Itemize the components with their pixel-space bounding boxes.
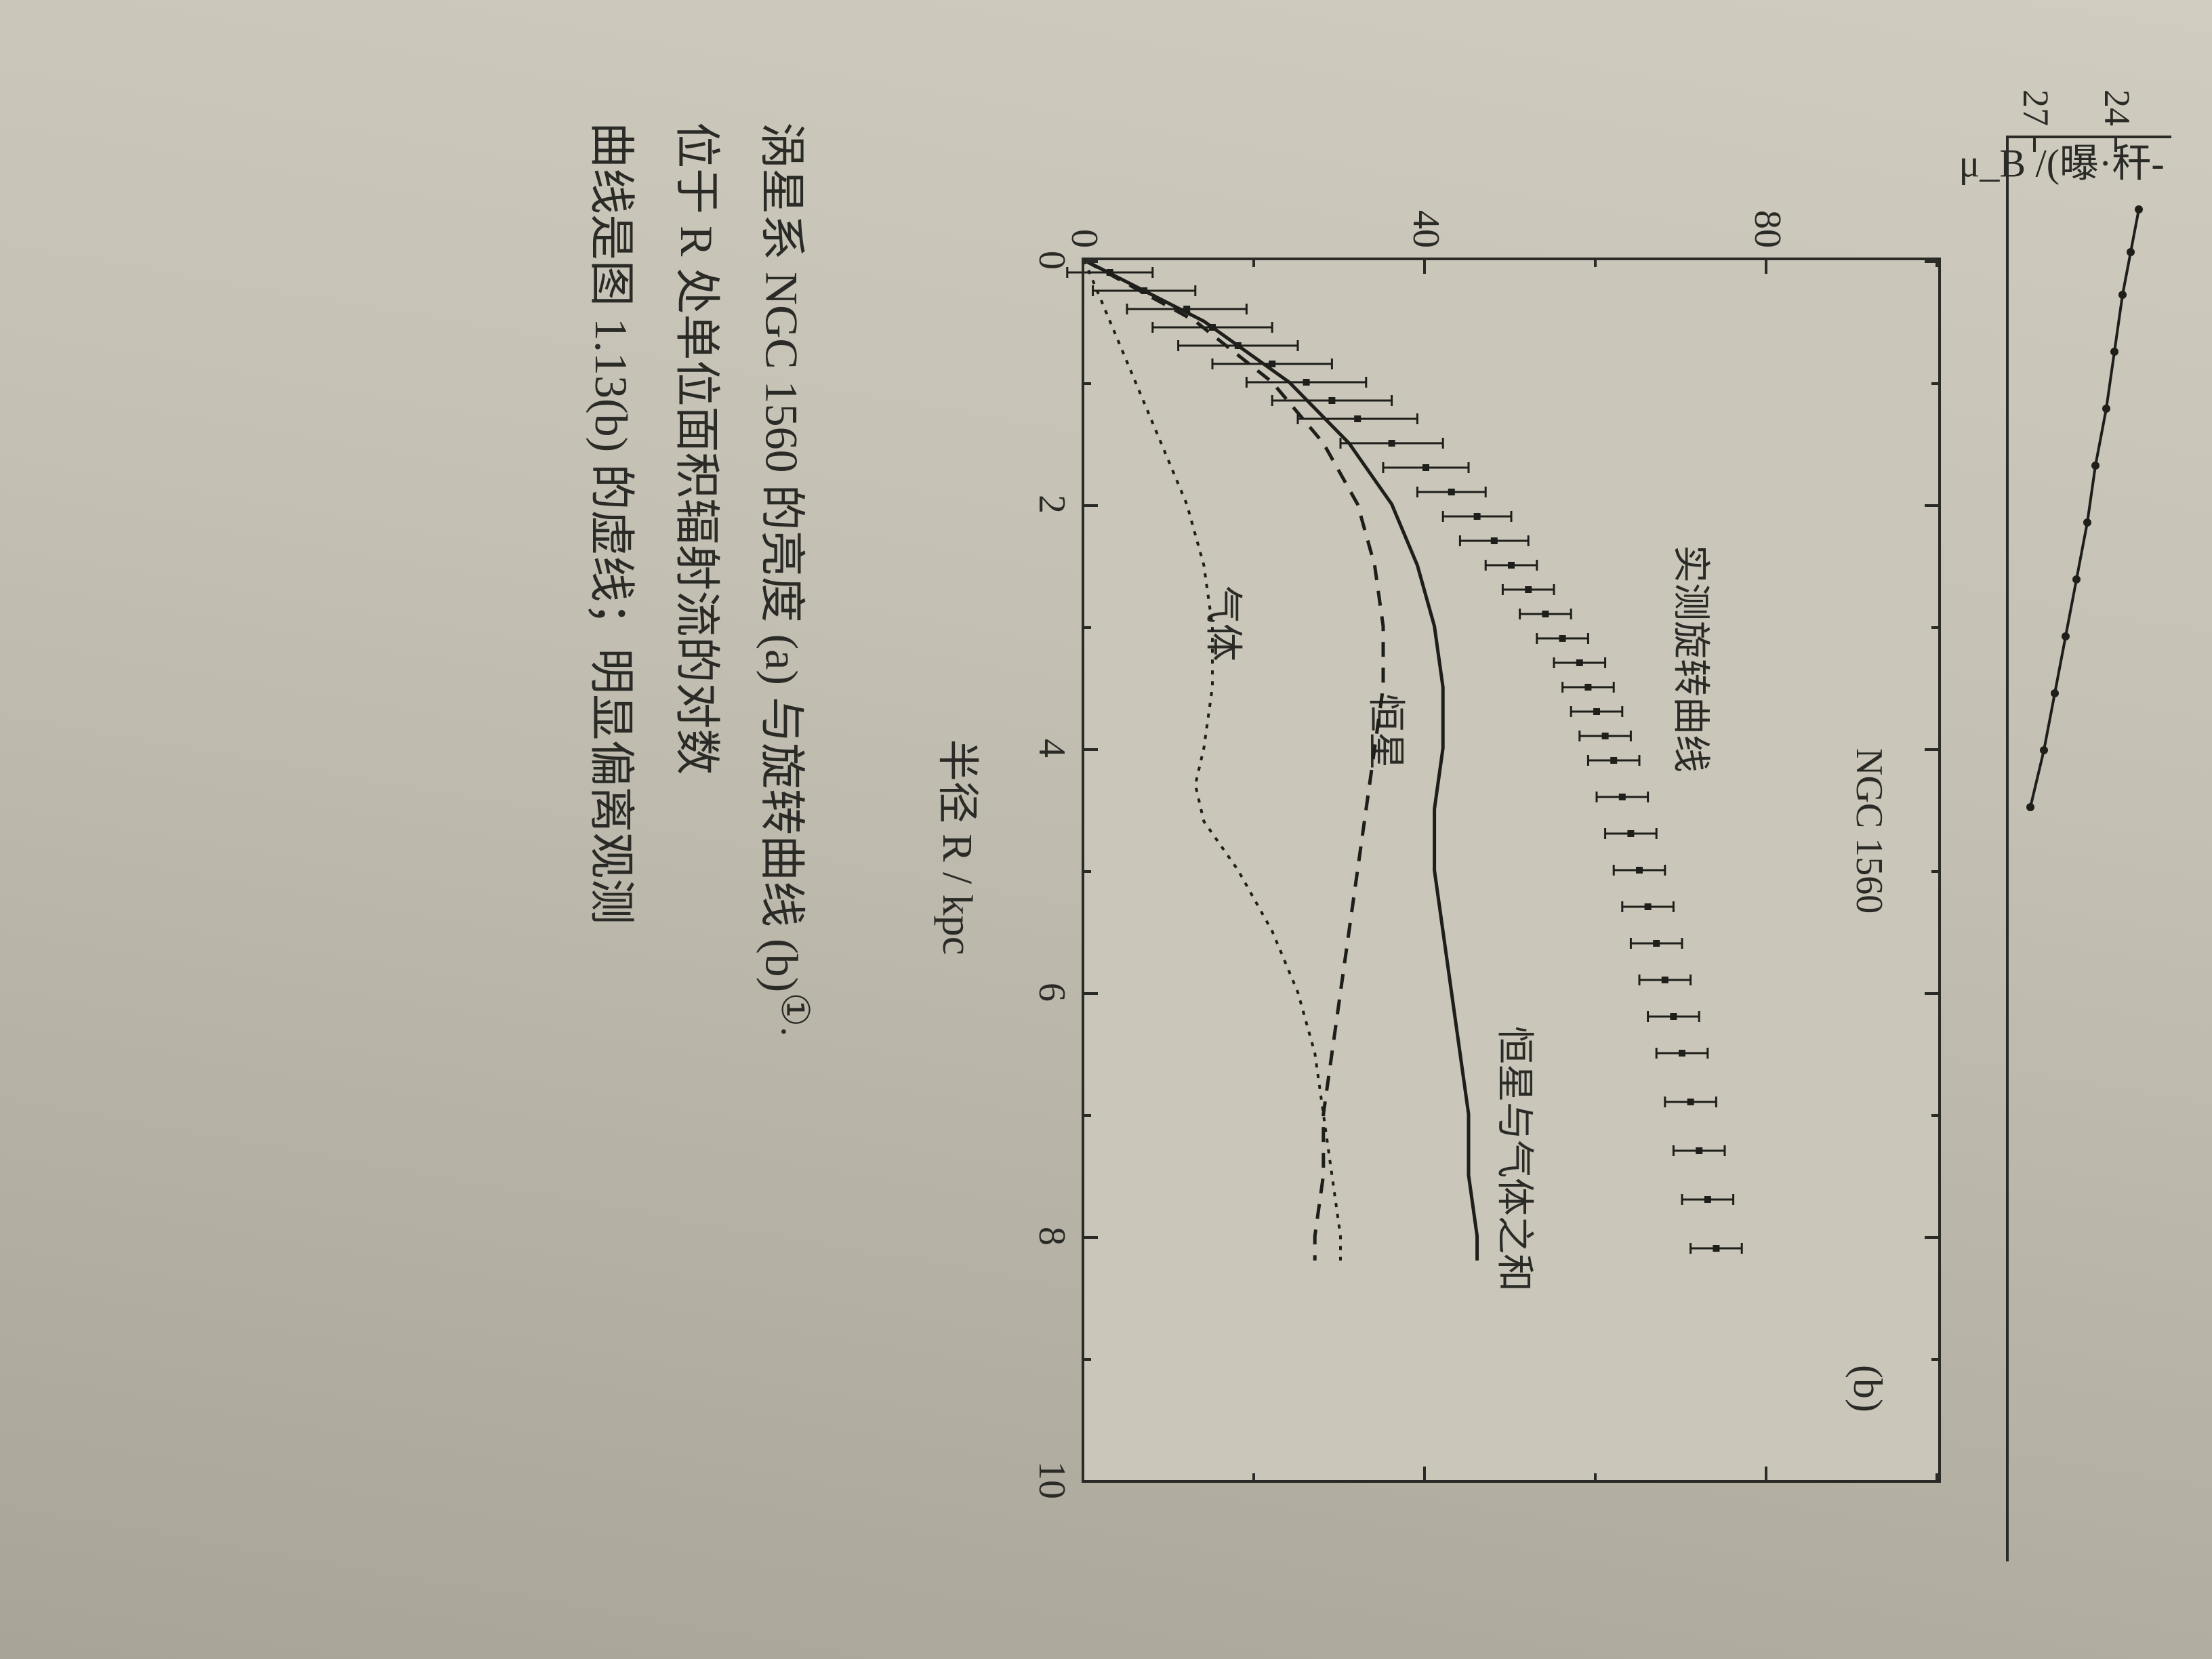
rotation-curve-chart: 旋转速度 / (km·s⁻¹) NGC 1560 (b) 实测旋转曲线 恒星与气… (951, 136, 1968, 1559)
caption-line-1a: 涡星系 NGC 1560 的亮度 (a) 与旋转曲线 (b) (756, 122, 807, 992)
caption-line-2: 位于 R 处单位面积辐射流的对数 (653, 122, 739, 1564)
plot-area: NGC 1560 (b) 实测旋转曲线 恒星与气体之和 恒星 气体 040800… (1082, 258, 1941, 1483)
x-axis-label: 半径 R / kpc (931, 739, 992, 956)
brightness-panel-fragment: μ_B /(曝·秆- 2427 (2006, 136, 2171, 1561)
curves-svg (1084, 260, 1938, 1480)
caption-line-3: 曲线是图 1.13(b) 的虚线；明显偏离观测 (568, 122, 653, 1564)
caption-footnote-marker: ①. (773, 992, 815, 1036)
page-sheet: μ_B /(曝·秆- 2427 旋转速度 / (km·s⁻¹) NGC 1560… (0, 0, 2212, 1659)
brightness-scatter (2009, 138, 2171, 1561)
figure-caption: 涡星系 NGC 1560 的亮度 (a) 与旋转曲线 (b)①. 位于 R 处单… (568, 122, 830, 1564)
